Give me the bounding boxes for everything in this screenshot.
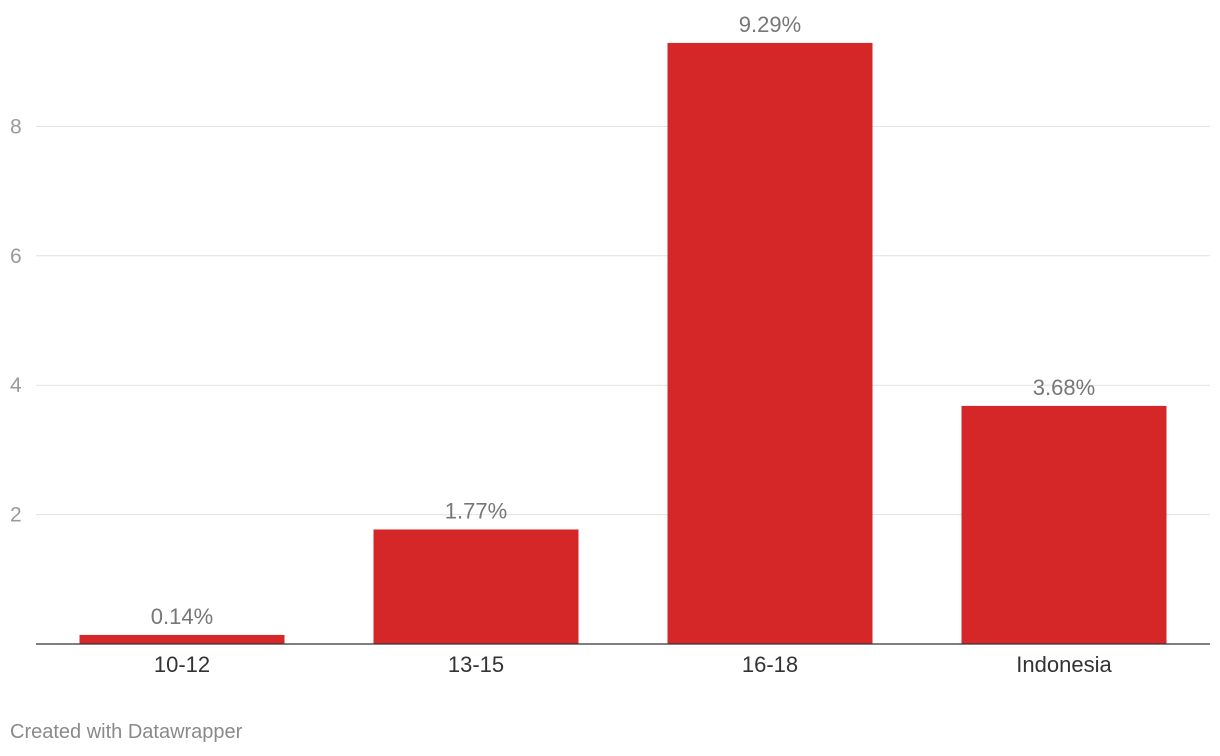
bar-value-label: 3.68% [1033, 375, 1095, 400]
bar-value-label: 9.29% [739, 12, 801, 37]
y-tick-label: 6 [10, 245, 22, 268]
bar-indonesia [961, 405, 1167, 644]
bar-chart: 2 4 6 8 0.14% 1.77% 9.29% 3.68% 10-12 13-15 16-1… [10, 12, 1210, 677]
x-tick-label: 16-18 [742, 652, 798, 677]
bars [79, 42, 1167, 644]
x-tick-label: 13-15 [448, 652, 504, 677]
y-tick-label: 4 [10, 374, 22, 397]
x-tick-label: Indonesia [1016, 652, 1112, 677]
bar-10-12 [79, 634, 285, 644]
bar-value-label: 1.77% [445, 498, 507, 523]
y-tick-label: 2 [10, 504, 22, 527]
x-tick-labels: 10-12 13-15 16-18 Indonesia [154, 652, 1113, 677]
bar-value-label: 0.14% [151, 604, 213, 629]
datawrapper-credit[interactable]: Created with Datawrapper [10, 721, 243, 743]
bar-13-15 [373, 529, 579, 644]
x-tick-label: 10-12 [154, 652, 210, 677]
y-tick-label: 8 [10, 115, 22, 138]
bar-16-18 [667, 42, 873, 644]
data-labels: 0.14% 1.77% 9.29% 3.68% [151, 12, 1095, 629]
